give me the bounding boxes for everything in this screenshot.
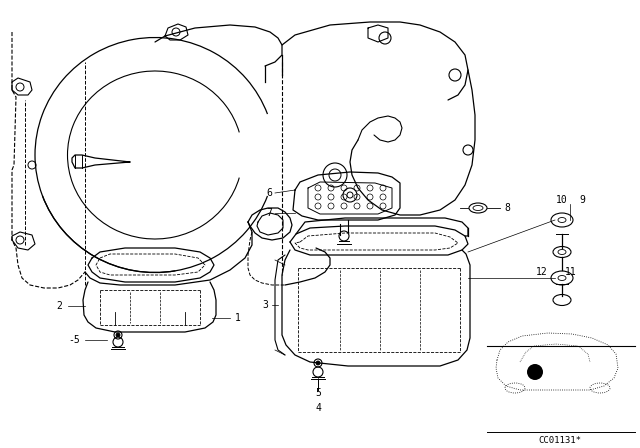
Text: 11: 11 [565, 267, 577, 277]
Circle shape [316, 361, 320, 365]
Text: 3: 3 [262, 300, 268, 310]
Text: 10: 10 [556, 195, 568, 205]
Text: -5: -5 [68, 335, 80, 345]
Circle shape [527, 364, 543, 380]
Text: 2: 2 [56, 301, 62, 311]
Text: 4: 4 [315, 403, 321, 413]
Text: 5: 5 [315, 388, 321, 398]
Text: CC01131*: CC01131* [538, 435, 582, 444]
Text: 9: 9 [579, 195, 585, 205]
Circle shape [116, 333, 120, 337]
Text: 12: 12 [536, 267, 548, 277]
Text: 8: 8 [504, 203, 510, 213]
Text: 1: 1 [235, 313, 241, 323]
Text: 6: 6 [266, 188, 272, 198]
Text: 7: 7 [266, 208, 272, 218]
